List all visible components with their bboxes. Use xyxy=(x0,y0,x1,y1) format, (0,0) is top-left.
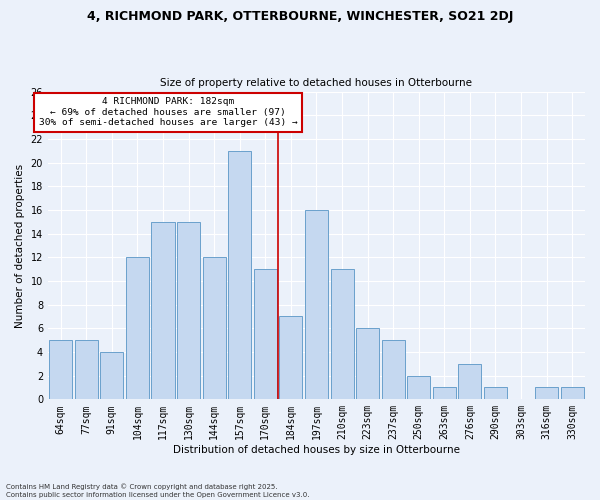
Bar xyxy=(433,388,456,400)
Bar xyxy=(331,269,353,400)
Bar xyxy=(203,258,226,400)
Bar xyxy=(458,364,481,400)
Bar xyxy=(75,340,98,400)
Bar xyxy=(407,376,430,400)
Bar xyxy=(151,222,175,400)
Bar xyxy=(535,388,558,400)
Bar xyxy=(254,269,277,400)
Title: Size of property relative to detached houses in Otterbourne: Size of property relative to detached ho… xyxy=(160,78,472,88)
Bar xyxy=(177,222,200,400)
Bar xyxy=(126,258,149,400)
Text: 4 RICHMOND PARK: 182sqm
← 69% of detached houses are smaller (97)
30% of semi-de: 4 RICHMOND PARK: 182sqm ← 69% of detache… xyxy=(39,98,298,128)
Bar xyxy=(305,210,328,400)
X-axis label: Distribution of detached houses by size in Otterbourne: Distribution of detached houses by size … xyxy=(173,445,460,455)
Bar xyxy=(484,388,507,400)
Bar xyxy=(100,352,124,400)
Text: Contains HM Land Registry data © Crown copyright and database right 2025.
Contai: Contains HM Land Registry data © Crown c… xyxy=(6,484,310,498)
Bar xyxy=(561,388,584,400)
Bar xyxy=(280,316,302,400)
Bar xyxy=(382,340,404,400)
Y-axis label: Number of detached properties: Number of detached properties xyxy=(15,164,25,328)
Text: 4, RICHMOND PARK, OTTERBOURNE, WINCHESTER, SO21 2DJ: 4, RICHMOND PARK, OTTERBOURNE, WINCHESTE… xyxy=(87,10,513,23)
Bar xyxy=(356,328,379,400)
Bar xyxy=(228,150,251,400)
Bar xyxy=(49,340,72,400)
